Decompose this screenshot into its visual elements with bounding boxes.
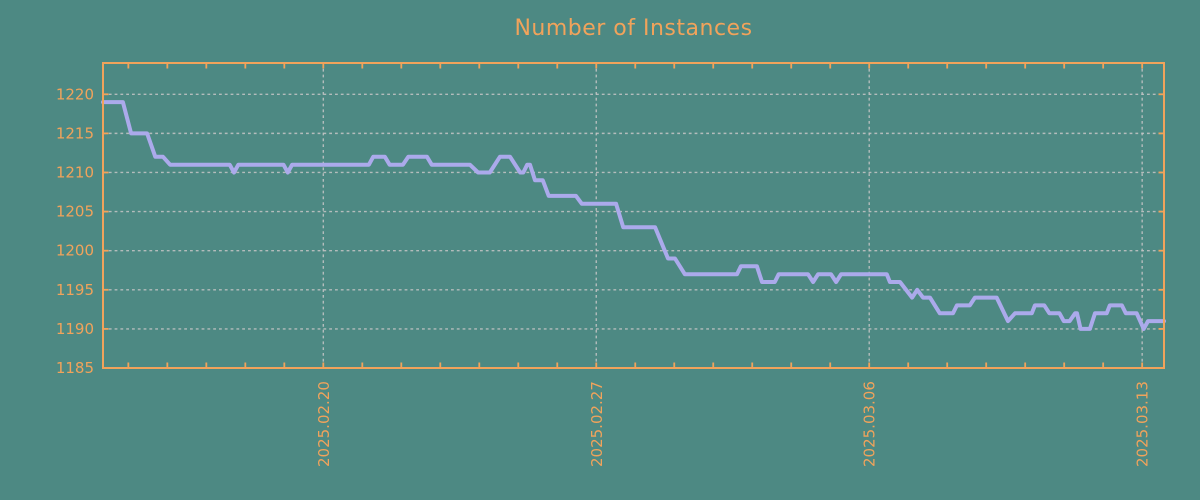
chart-title: Number of Instances xyxy=(514,16,753,41)
y-tick-label: 1190 xyxy=(56,320,94,338)
y-tick-label: 1215 xyxy=(56,124,94,142)
y-tick-label: 1200 xyxy=(56,242,94,260)
y-tick-label: 1205 xyxy=(56,203,94,221)
y-tick-label: 1220 xyxy=(56,85,94,103)
y-tick-label: 1195 xyxy=(56,281,94,299)
y-tick-label: 1185 xyxy=(56,359,94,377)
x-tick-label: 2025.03.13 xyxy=(1134,381,1152,467)
series-line-instances xyxy=(101,100,1166,331)
x-tick-label: 2025.02.27 xyxy=(588,381,606,467)
x-tick-label: 2025.02.20 xyxy=(315,381,333,467)
x-tick-label: 2025.03.06 xyxy=(861,381,879,467)
plot-border xyxy=(102,62,1165,369)
y-tick-label: 1210 xyxy=(56,163,94,181)
